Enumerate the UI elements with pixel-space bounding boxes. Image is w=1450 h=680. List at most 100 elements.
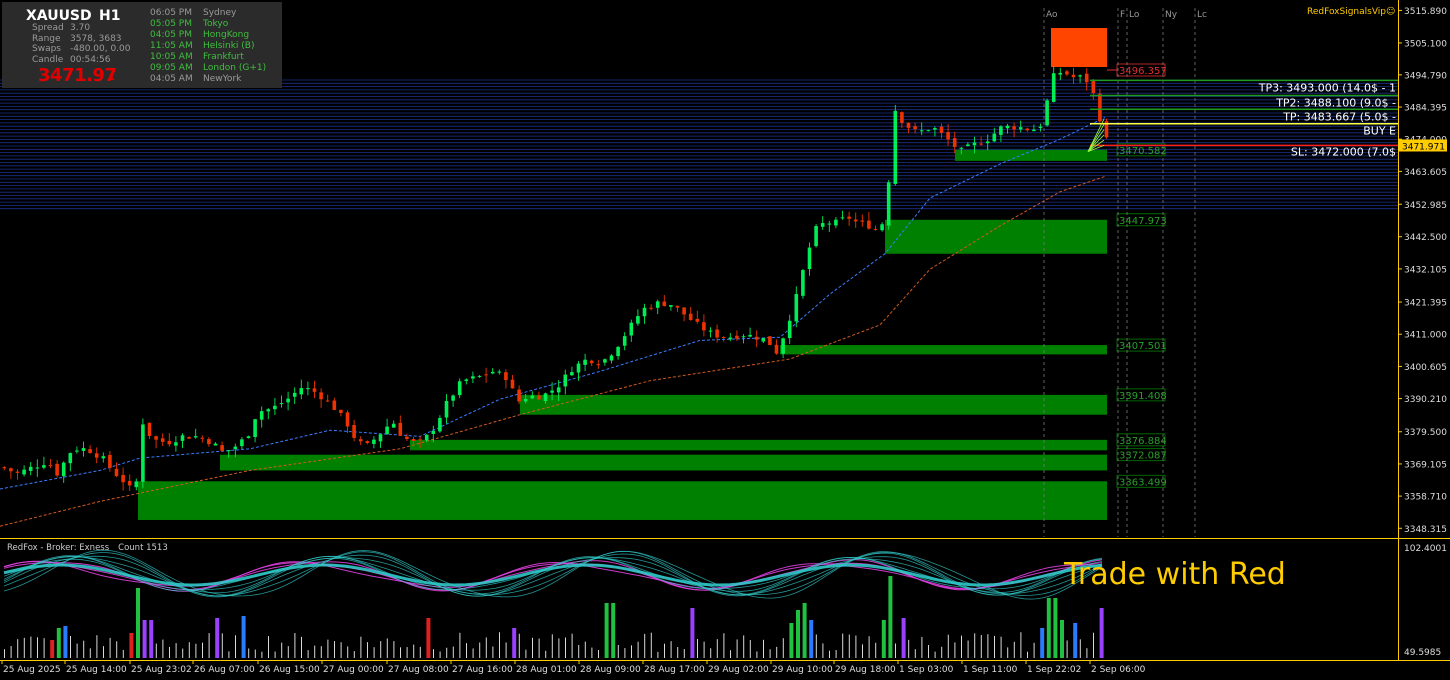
timeframe-label: H1 <box>99 8 121 24</box>
histogram-bar <box>353 651 355 658</box>
candle-body <box>504 372 508 381</box>
candle-body <box>246 436 251 438</box>
swaps-label: Swaps <box>32 44 61 54</box>
subwindow-min-label: 49.5985 <box>1404 648 1441 658</box>
candle <box>2 466 7 471</box>
candle <box>490 368 495 375</box>
histogram-bar <box>202 642 203 658</box>
candle <box>939 123 944 139</box>
candle <box>94 447 99 464</box>
histogram-bar <box>485 637 487 658</box>
candle-body <box>405 436 409 439</box>
candle-body <box>1104 121 1109 138</box>
histogram-bar <box>637 641 639 658</box>
entry-fan-line <box>1087 129 1105 152</box>
candle <box>715 324 719 343</box>
candle-body <box>1032 129 1036 132</box>
price-tick-label: 3452.985 <box>1404 201 1447 211</box>
indicator-count: Count 1513 <box>118 543 168 553</box>
time-tick-label: 1 Sep 11:00 <box>963 665 1018 675</box>
candle-body <box>200 437 205 439</box>
session-name: HongKong <box>203 30 250 40</box>
candle-body <box>517 389 521 402</box>
zone-label-box <box>1116 143 1166 157</box>
candle <box>312 380 317 399</box>
candle <box>451 394 455 407</box>
tp3-label: TP3: 3493.000 (14.0$ - 1 <box>1258 81 1396 94</box>
demand-zone <box>410 439 1107 451</box>
candle <box>121 467 125 491</box>
histogram-bar <box>23 637 25 658</box>
time-axis[interactable]: 25 Aug 2025 25 Aug 14:00 25 Aug 23:02 26 Au… <box>1 660 1146 675</box>
histogram-bar <box>1040 628 1045 658</box>
entry-fan-line <box>1087 139 1105 152</box>
histogram-bar <box>439 651 441 658</box>
candle-body <box>814 226 818 247</box>
candle-body <box>913 126 917 130</box>
candle <box>662 294 667 307</box>
histogram-bar <box>142 620 147 658</box>
candle-body <box>358 439 363 442</box>
histogram-bar <box>446 647 448 658</box>
candle-body <box>391 423 396 428</box>
histogram-bar <box>987 634 989 658</box>
candle-body <box>22 469 26 475</box>
histogram-bar <box>426 618 431 658</box>
candle <box>550 382 554 401</box>
price-tick-label: 3358.710 <box>1404 493 1447 503</box>
histogram-bar <box>1027 651 1028 658</box>
candle-body <box>464 379 469 382</box>
current-price-last-digit: 1 <box>109 72 116 83</box>
histogram-bar <box>505 642 507 658</box>
supply-zone <box>1051 28 1107 67</box>
candle <box>1032 124 1036 132</box>
histogram-bar <box>796 610 800 658</box>
candle-body <box>741 336 746 338</box>
candle <box>543 392 548 404</box>
histogram-bar <box>743 635 745 658</box>
price-tick-label: 3379.500 <box>1404 428 1447 438</box>
candle <box>537 391 541 400</box>
oscillator-main-line <box>3 563 1103 587</box>
histogram-bar <box>868 636 870 658</box>
candle-timer-label: Candle <box>32 54 64 65</box>
candle <box>246 435 251 439</box>
candle <box>913 122 917 134</box>
session-vertical-lines: Ao F Lo Ny Lc <box>1043 8 1207 537</box>
candle-body <box>959 147 964 149</box>
candle-body <box>583 359 587 365</box>
candle-body <box>273 405 277 410</box>
session-time: 05:05 PM <box>150 19 192 29</box>
candle-body <box>226 450 231 452</box>
candle-body <box>372 439 376 444</box>
price-axis[interactable]: 3515.8903505.1003494.7903484.3953474.000… <box>1107 0 1447 660</box>
candle-body <box>477 375 482 377</box>
candle <box>596 359 601 369</box>
candle <box>365 440 370 445</box>
histogram-bar <box>50 640 55 658</box>
candle-body <box>187 437 191 439</box>
candle-body <box>101 456 106 459</box>
candle-body <box>715 329 719 338</box>
zone-label: 3470.582 <box>1119 146 1167 157</box>
candle <box>484 367 488 383</box>
candle-body <box>1084 73 1089 83</box>
tp2-label: TP2: 3488.100 (9.0$ - <box>1275 97 1396 110</box>
slow-moving-average <box>0 175 1106 527</box>
histogram-bar <box>815 634 817 658</box>
session-time: 10:05 AM <box>150 52 193 62</box>
candle-body <box>893 110 898 184</box>
candle <box>385 418 389 435</box>
histogram-bar <box>499 632 500 658</box>
price-tick-label: 3463.605 <box>1404 168 1447 178</box>
candle-body <box>688 313 693 320</box>
symbol-stats: Spread 3.70 Range 3578, 3683 Swaps -480.00,… <box>32 23 131 65</box>
histogram-bar <box>30 636 32 658</box>
candle <box>180 433 185 449</box>
candle <box>378 433 383 448</box>
spread-value: 3.70 <box>70 23 91 33</box>
candle-body <box>873 228 878 230</box>
session-row: 05:05 PM Tokyo <box>150 19 266 30</box>
histogram-bar <box>347 646 349 658</box>
